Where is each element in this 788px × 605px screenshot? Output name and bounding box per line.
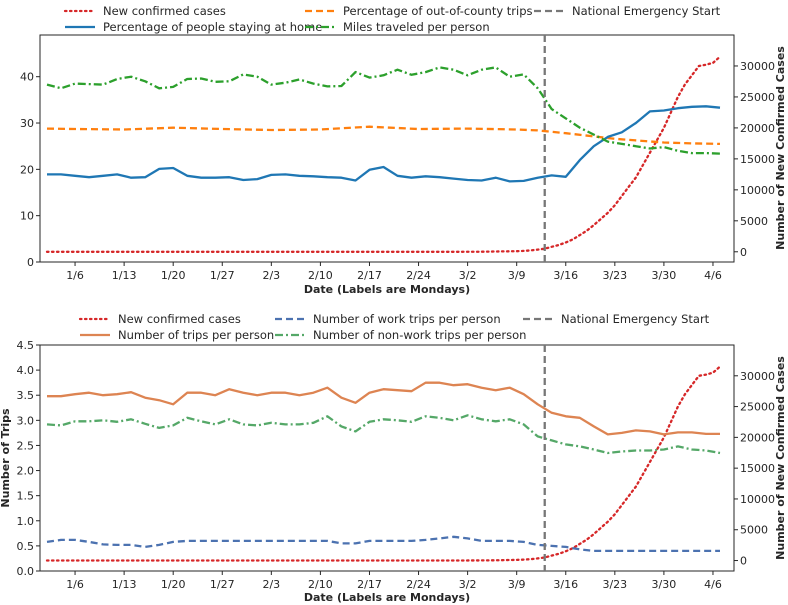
series-line-number-of-non-work-trips-per-person (46, 414, 721, 455)
y-right-tick-label: 30000 (740, 60, 775, 73)
legend-label-trips: Number of trips per person (118, 328, 274, 342)
x-tick-label: 1/20 (161, 269, 186, 282)
y-left-tick-label: 0.0 (17, 565, 35, 578)
x-tick-label: 3/9 (508, 578, 526, 591)
y-left-tick-label: 40 (20, 71, 34, 84)
x-tick-label: 2/17 (357, 578, 382, 591)
y-left-tick-label: 4.5 (17, 339, 35, 352)
bottom-plot-area (39, 344, 735, 572)
top-left-axis-ticks: 0 10 20 30 40 (20, 71, 40, 269)
x-tick-label: 2/24 (406, 578, 431, 591)
y-right-tick-label: 20000 (740, 122, 775, 135)
top-series-group (45, 35, 722, 262)
legend-label-emergency: National Emergency Start (572, 4, 721, 18)
x-tick-label: 3/30 (652, 269, 677, 282)
y-right-tick-label: 10000 (740, 493, 775, 506)
x-tick-label: 2/3 (262, 269, 280, 282)
y-right-tick-label: 25000 (740, 401, 775, 414)
y-left-tick-label: 2.0 (17, 465, 35, 478)
top-legend: New confirmed cases Percentage of out-of… (63, 4, 721, 34)
series-line-miles-traveled-per-person (46, 66, 721, 155)
top-plot-area (39, 34, 735, 263)
series-line-number-of-trips-per-person (47, 381, 720, 436)
y-right-tick-label: 25000 (740, 91, 775, 104)
x-tick-label: 3/16 (553, 269, 578, 282)
y-left-tick-label: 3.0 (17, 414, 35, 427)
y-left-tick-label: 30 (20, 117, 34, 130)
x-tick-label: 1/13 (112, 578, 137, 591)
y-left-tick-label: 20 (20, 163, 34, 176)
x-tick-label: 1/27 (210, 269, 235, 282)
y-right-tick-label: 30000 (740, 370, 775, 383)
x-tick-label: 1/6 (66, 578, 84, 591)
legend-label-emergency-2: National Emergency Start (561, 312, 710, 326)
series-line-number-of-work-trips-per-person (46, 535, 720, 553)
x-tick-label: 3/9 (508, 269, 526, 282)
x-tick-label: 1/27 (210, 578, 235, 591)
x-tick-label: 2/10 (308, 269, 333, 282)
y-right-tick-label: 5000 (740, 524, 768, 537)
y-left-tick-label: 3.5 (17, 389, 35, 402)
bottom-x-axis-ticks: 1/6 1/13 1/20 1/27 2/3 2/10 2/17 2/24 3/2 3/9 3/16… (66, 571, 722, 591)
x-tick-label: 1/20 (161, 578, 186, 591)
x-tick-label: 3/16 (553, 578, 578, 591)
x-tick-label: 3/2 (459, 269, 477, 282)
y-right-tick-label: 15000 (740, 462, 775, 475)
x-tick-label: 2/24 (406, 269, 431, 282)
x-tick-label: 2/3 (262, 578, 280, 591)
legend-label-work-trips: Number of work trips per person (313, 312, 501, 326)
series-line-percentage-of-people-staying-at-home (47, 105, 721, 183)
bottom-series-group (45, 345, 722, 571)
legend-label-nonwork-trips: Number of non-work trips per person (313, 328, 526, 342)
y-left-tick-label: 0 (27, 256, 34, 269)
top-x-axis-title: Date (Labels are Mondays) (304, 283, 470, 296)
y-right-tick-label: 0 (740, 246, 747, 259)
legend-label-out-of-county: Percentage of out-of-county trips (343, 4, 533, 18)
legend-label-new-cases-2: New confirmed cases (118, 312, 241, 326)
y-left-tick-label: 0.5 (17, 540, 35, 553)
y-left-tick-label: 1.5 (17, 490, 35, 503)
x-tick-label: 4/6 (704, 269, 722, 282)
bottom-x-axis-title: Date (Labels are Mondays) (304, 591, 470, 604)
legend-label-new-cases: New confirmed cases (103, 4, 226, 18)
top-x-axis-ticks: 1/6 1/13 1/20 1/27 2/3 2/10 2/17 2/24 3/2 3/9 3/16… (66, 262, 722, 282)
x-tick-label: 2/10 (308, 578, 333, 591)
bottom-right-axis-ticks: 0 5000 10000 15000 20000 25000 30000 (734, 370, 775, 568)
x-tick-label: 3/30 (652, 578, 677, 591)
x-tick-label: 2/17 (357, 269, 382, 282)
x-tick-label: 4/6 (704, 578, 722, 591)
y-right-tick-label: 0 (740, 555, 747, 568)
top-right-axis-title: Number of New Confirmed Cases (774, 46, 787, 250)
series-line-percentage-of-out-of-county-trips (46, 125, 721, 146)
legend-label-miles: Miles traveled per person (343, 20, 490, 34)
x-tick-label: 3/23 (602, 269, 627, 282)
x-tick-label: 1/13 (112, 269, 137, 282)
y-left-tick-label: 4.0 (17, 364, 35, 377)
top-chart-panel: 0 10 20 30 40 0 5000 10000 15000 20000 25000 30000… (20, 4, 787, 296)
bottom-left-axis-title: Number of Trips (0, 408, 12, 508)
bottom-legend: New confirmed cases Number of trips per … (78, 312, 710, 342)
y-right-tick-label: 20000 (740, 431, 775, 444)
y-right-tick-label: 5000 (740, 215, 768, 228)
legend-label-staying-home: Percentage of people staying at home (103, 20, 322, 34)
x-tick-label: 1/6 (66, 269, 84, 282)
y-left-tick-label: 2.5 (17, 439, 35, 452)
series-line-new-confirmed-cases (45, 55, 722, 253)
y-right-tick-label: 10000 (740, 184, 775, 197)
y-left-tick-label: 1.0 (17, 515, 35, 528)
y-right-tick-label: 15000 (740, 153, 775, 166)
x-tick-label: 3/23 (602, 578, 627, 591)
y-left-tick-label: 10 (20, 210, 34, 223)
series-line-new-confirmed-cases (45, 365, 722, 562)
bottom-left-axis-ticks: 0.0 0.5 1.0 1.5 2.0 2.5 3.0 3.5 4.0 4.5 (17, 339, 40, 578)
bottom-chart-panel: 0.0 0.5 1.0 1.5 2.0 2.5 3.0 3.5 4.0 4.5 0 5000 1000… (0, 312, 787, 604)
bottom-right-axis-title: Number of New Confirmed Cases (774, 356, 787, 560)
x-tick-label: 3/2 (459, 578, 477, 591)
top-right-axis-ticks: 0 5000 10000 15000 20000 25000 30000 (734, 60, 775, 259)
